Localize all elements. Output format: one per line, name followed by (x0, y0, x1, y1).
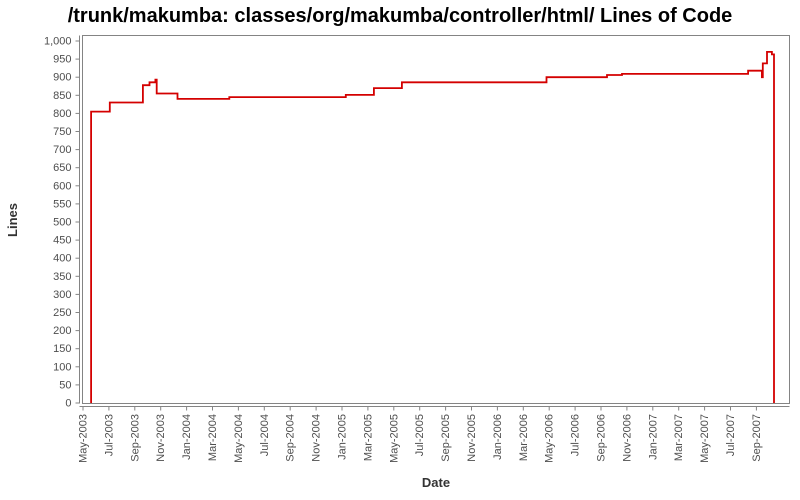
x-tick-label: Jul-2003 (103, 414, 115, 456)
x-tick-label: Jan-2004 (181, 414, 193, 460)
y-tick-label: 450 (53, 235, 71, 247)
chart-title: /trunk/makumba: classes/org/makumba/cont… (67, 5, 733, 27)
plot-area (82, 35, 790, 404)
x-tick-label: Mar-2007 (673, 414, 685, 461)
x-tick-label: Jan-2005 (337, 414, 349, 460)
y-tick-label: 950 (53, 54, 71, 66)
x-tick-label: May-2004 (233, 414, 245, 463)
y-tick-label: 500 (53, 217, 71, 229)
y-tick-label: 250 (53, 307, 71, 319)
x-tick-label: Nov-2005 (466, 414, 478, 462)
x-tick-label: Mar-2006 (518, 414, 530, 461)
x-tick-label: May-2005 (388, 414, 400, 463)
x-tick-label: Jan-2006 (492, 414, 504, 460)
y-tick-label: 150 (53, 343, 71, 355)
x-tick-label: Sep-2007 (751, 414, 763, 462)
y-tick-label: 550 (53, 198, 71, 210)
y-axis-ticks: 0 50 100 150 200 250 300 350 400 450 500 550 600 650 7… (44, 36, 80, 410)
y-tick-label: 50 (59, 379, 71, 391)
y-tick-label: 850 (53, 90, 71, 102)
x-tick-label: May-2006 (544, 414, 556, 463)
y-tick-label: 750 (53, 126, 71, 138)
y-tick-label: 600 (53, 180, 71, 192)
x-tick-label: Nov-2004 (311, 414, 323, 462)
x-tick-label: Jul-2007 (725, 414, 737, 456)
y-tick-label: 200 (53, 325, 71, 337)
y-tick-label: 400 (53, 253, 71, 265)
x-tick-label: Jul-2005 (414, 414, 426, 456)
y-tick-label: 300 (53, 289, 71, 301)
y-tick-label: 700 (53, 144, 71, 156)
y-tick-label: 350 (53, 271, 71, 283)
x-axis-ticks: May-2003 Jul-2003 Sep-2003 Nov-2003 Jan-2004… (78, 406, 763, 463)
x-tick-label: Sep-2005 (440, 414, 452, 462)
x-axis-title: Date (422, 475, 450, 490)
y-tick-label: 900 (53, 72, 71, 84)
x-tick-label: Sep-2006 (596, 414, 608, 462)
x-tick-label: Nov-2006 (621, 414, 633, 462)
y-tick-label: 0 (65, 398, 71, 410)
x-tick-label: Mar-2004 (207, 414, 219, 461)
y-axis-title: Lines (5, 203, 20, 237)
y-tick-label: 800 (53, 108, 71, 120)
x-tick-label: Jul-2004 (259, 414, 271, 456)
y-tick-label: 650 (53, 162, 71, 174)
x-tick-label: May-2003 (78, 414, 90, 463)
loc-series-line (90, 51, 775, 403)
x-tick-label: Mar-2005 (362, 414, 374, 461)
x-tick-label: May-2007 (699, 414, 711, 463)
x-tick-label: Sep-2004 (285, 414, 297, 462)
x-tick-label: Jul-2006 (570, 414, 582, 456)
x-tick-label: Nov-2003 (155, 414, 167, 462)
y-tick-label: 1,000 (44, 36, 72, 48)
y-tick-label: 100 (53, 361, 71, 373)
x-tick-label: Jan-2007 (647, 414, 659, 460)
x-tick-label: Sep-2003 (129, 414, 141, 462)
